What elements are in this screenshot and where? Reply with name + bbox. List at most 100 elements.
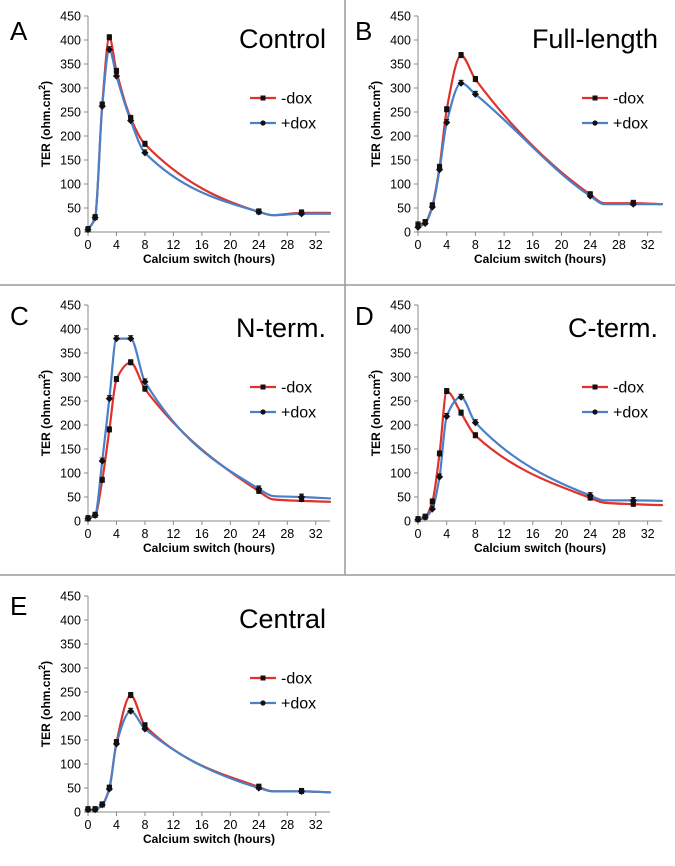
chart-c-y-tick-label: 350: [60, 347, 81, 361]
chart-a-point-plus-dox: [98, 102, 106, 110]
chart-a-y-axis-label-main: TER (ohm.cm: [39, 90, 53, 167]
chart-d-panel: D C-term. 0 50 100 150 200 250 300 350 400 450 0 4 8 12…: [355, 299, 664, 555]
chart-e-point-plus-dox: [105, 785, 113, 793]
chart-b-x-axis-label: Calcium switch (hours): [474, 252, 606, 266]
chart-a-point-plus-dox: [255, 208, 263, 216]
chart-d-x-tick-label: 20: [555, 527, 569, 541]
chart-c-x-tick-label: 8: [141, 527, 148, 541]
chart-a-x-tick-label: 8: [141, 238, 148, 252]
chart-b-legend-label-minus-dox: -dox: [613, 91, 644, 108]
chart-d-legend-marker: [592, 384, 598, 390]
chart-d-y-tick-label: 200: [390, 419, 411, 433]
chart-e-y-axis-label-main: TER (ohm.cm: [39, 670, 53, 747]
chart-c-point-plus-dox: [255, 485, 263, 493]
chart-c-x-tick-label: 32: [309, 527, 323, 541]
chart-a-y-tick-label: 100: [60, 178, 81, 192]
chart-a-point-plus-dox: [105, 46, 113, 54]
chart-a-y-tick-label: 50: [67, 202, 81, 216]
chart-b-point-plus-dox: [414, 223, 422, 231]
chart-c-panel-letter: C: [10, 301, 29, 331]
chart-e-point-plus-dox: [141, 725, 149, 733]
chart-e-y-tick-label: 0: [74, 806, 81, 820]
chart-c-point-minus-dox: [106, 427, 112, 433]
chart-e-y-tick-label: 50: [67, 782, 81, 796]
chart-c-legend-marker: [260, 409, 266, 415]
chart-c-y-tick-label: 400: [60, 323, 81, 337]
chart-e-y-tick-label: 150: [60, 734, 81, 748]
chart-b-y-tick-label: 50: [397, 202, 411, 216]
chart-d-x-axis-label: Calcium switch (hours): [474, 541, 606, 555]
chart-d-y-tick-label: 400: [390, 323, 411, 337]
chart-e-x-tick-label: 16: [195, 818, 209, 832]
chart-e-y-tick-label: 300: [60, 662, 81, 676]
chart-a-x-tick-label: 0: [85, 238, 92, 252]
chart-d-y-tick-label: 350: [390, 347, 411, 361]
chart-e-legend-marker: [260, 675, 266, 681]
chart-d-point-minus-dox: [444, 388, 450, 394]
chart-c-y-tick-label: 300: [60, 371, 81, 385]
chart-c-series-minus-dox-line: [86, 361, 332, 520]
chart-c-y-tick-label: 250: [60, 395, 81, 409]
chart-d-point-plus-dox: [443, 412, 451, 420]
chart-e-y-tick-label: 350: [60, 638, 81, 652]
chart-d-y-tick-label: 150: [390, 443, 411, 457]
chart-c-x-axis-label: Calcium switch (hours): [143, 541, 275, 555]
chart-b-x-tick-label: 0: [415, 238, 422, 252]
chart-c-point-plus-dox: [297, 493, 306, 501]
chart-c-point-plus-dox: [127, 335, 135, 343]
chart-d-x-tick-label: 32: [641, 527, 655, 541]
chart-d-y-tick-label: 50: [397, 491, 411, 505]
chart-e-point-plus-dox: [255, 784, 263, 792]
chart-c-series-plus-dox-line: [86, 337, 332, 520]
chart-c-point-minus-dox: [142, 386, 148, 392]
chart-c-y-axis-label-end: ): [39, 370, 53, 374]
chart-c-y-tick-label: 450: [60, 299, 81, 313]
chart-e-point-plus-dox: [127, 707, 135, 715]
chart-d-x-tick-label: 0: [415, 527, 422, 541]
chart-e-y-tick-label: 100: [60, 758, 81, 772]
chart-c-point-minus-dox: [99, 477, 105, 483]
chart-e-point-plus-dox: [84, 806, 92, 814]
chart-c-x-tick-label: 12: [166, 527, 180, 541]
chart-d-y-axis-label-end: ): [369, 370, 383, 374]
chart-b-panel: B Full-length 0 50 100 150 200 250 300 350 400 450 0…: [355, 10, 664, 266]
chart-d-point-minus-dox: [472, 432, 479, 439]
chart-e-y-axis-label-sup: 2: [37, 665, 47, 670]
chart-c-x-tick-label: 24: [252, 527, 266, 541]
chart-e-x-tick-label: 20: [223, 818, 237, 832]
chart-d-y-axis-label-main: TER (ohm.cm: [369, 379, 383, 456]
chart-c-point-plus-dox: [141, 378, 149, 386]
chart-e-x-tick-label: 4: [113, 818, 120, 832]
chart-d-legend-marker: [592, 409, 598, 415]
chart-a-y-tick-label: 250: [60, 106, 81, 120]
chart-d-x-tick-label: 28: [612, 527, 626, 541]
chart-e-legend-marker: [260, 700, 266, 706]
chart-a-point-plus-dox: [84, 226, 92, 234]
chart-a-point-plus-dox: [141, 149, 149, 157]
chart-c-x-tick-label: 20: [223, 527, 237, 541]
chart-d-x-tick-label: 24: [583, 527, 597, 541]
chart-b-point-plus-dox: [443, 118, 451, 127]
chart-e-x-axis-label: Calcium switch (hours): [143, 832, 275, 846]
chart-a-point-minus-dox: [106, 35, 112, 41]
chart-b-x-tick-label: 16: [526, 238, 540, 252]
chart-b-y-axis-label-main: TER (ohm.cm: [369, 90, 383, 167]
chart-b-y-axis-label-end: ): [369, 81, 383, 85]
chart-c-x-tick-label: 16: [195, 527, 209, 541]
chart-a-point-minus-dox: [113, 68, 120, 74]
chart-b-title: Full-length: [532, 24, 658, 54]
chart-c-point-minus-dox: [128, 360, 134, 366]
chart-b-point-plus-dox: [471, 90, 480, 98]
chart-b-point-minus-dox: [444, 107, 450, 113]
chart-e-y-axis-label: TER (ohm.cm2): [37, 661, 53, 747]
chart-b-y-tick-label: 0: [404, 226, 411, 240]
chart-c-point-plus-dox: [91, 511, 99, 519]
chart-d-y-tick-label: 450: [390, 299, 411, 313]
chart-d-point-plus-dox: [428, 505, 436, 513]
chart-b-panel-letter: B: [355, 16, 372, 46]
chart-e-x-tick-label: 8: [141, 818, 148, 832]
chart-b-legend-marker: [592, 95, 598, 101]
chart-a-y-axis-label-sup: 2: [37, 85, 47, 90]
chart-c-y-axis-label-main: TER (ohm.cm: [39, 379, 53, 456]
chart-d-legend-label-minus-dox: -dox: [613, 380, 644, 397]
